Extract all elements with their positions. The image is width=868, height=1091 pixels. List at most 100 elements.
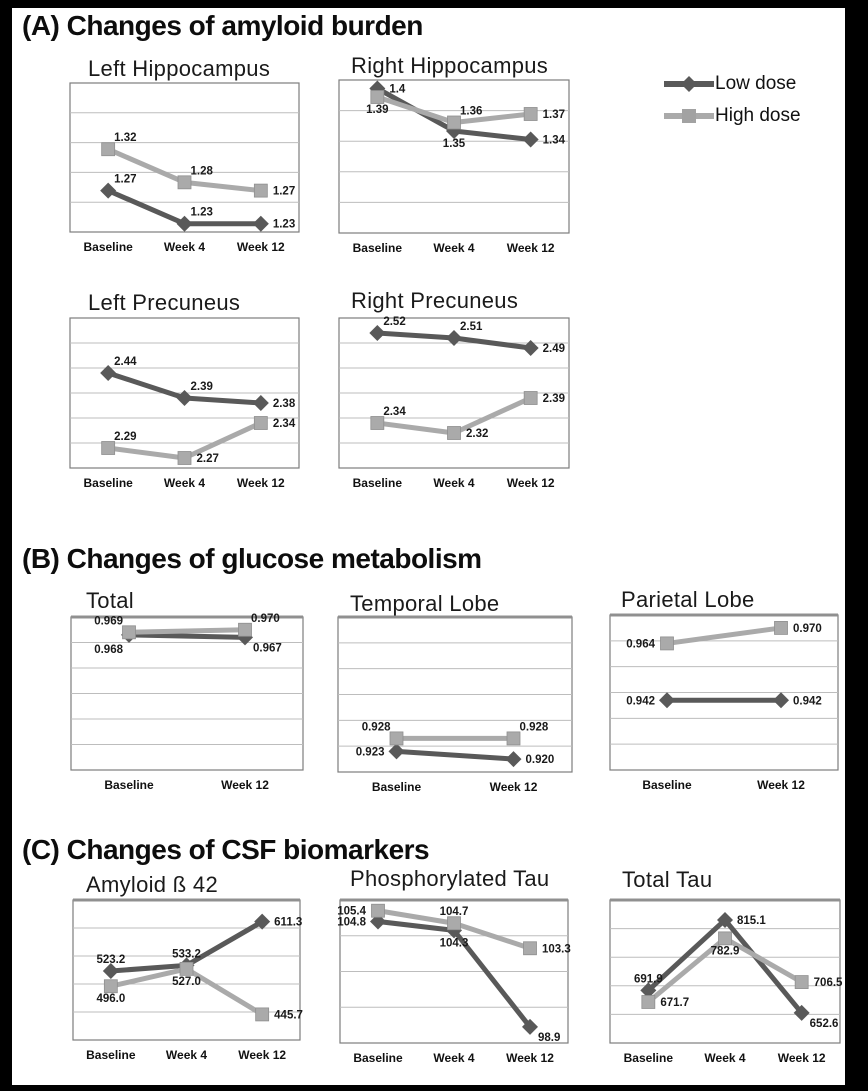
svg-text:2.32: 2.32 — [466, 428, 488, 440]
svg-text:1.27: 1.27 — [114, 174, 136, 186]
svg-text:2.34: 2.34 — [273, 418, 296, 430]
chart-temporal_lobe: 0.923 0.920 0.928 0.928 Baseline Week 12 — [337, 615, 573, 794]
svg-text:523.2: 523.2 — [96, 954, 125, 966]
svg-text:104.3: 104.3 — [440, 937, 469, 949]
chart-right_precuneus: 2.52 2.51 2.49 2.34 2.32 2.39 Baseline Week 4 We… — [338, 316, 570, 490]
svg-text:2.51: 2.51 — [460, 321, 483, 333]
svg-text:Week 12: Week 12 — [507, 241, 555, 255]
svg-text:Week 12: Week 12 — [221, 778, 269, 792]
svg-text:2.27: 2.27 — [197, 453, 219, 465]
low-dose-line-marker-icon — [664, 76, 714, 92]
svg-text:2.49: 2.49 — [543, 343, 565, 355]
svg-text:2.52: 2.52 — [383, 316, 405, 328]
svg-text:Baseline: Baseline — [83, 476, 133, 490]
svg-text:105.4: 105.4 — [337, 906, 366, 918]
section-b-heading: (B) Changes of glucose metabolism — [22, 543, 482, 574]
chart-title-phosphorylated_tau: Phosphorylated Tau — [350, 866, 550, 891]
svg-text:445.7: 445.7 — [274, 1009, 303, 1021]
svg-text:496.0: 496.0 — [96, 993, 125, 1005]
svg-text:611.3: 611.3 — [274, 917, 302, 929]
svg-text:0.969: 0.969 — [94, 615, 123, 627]
legend-label-low-dose: Low dose — [715, 73, 797, 94]
svg-text:2.34: 2.34 — [383, 406, 406, 418]
svg-text:782.9: 782.9 — [711, 945, 740, 957]
svg-text:Week 4: Week 4 — [164, 476, 205, 490]
svg-text:Week 12: Week 12 — [490, 780, 538, 794]
svg-text:Baseline: Baseline — [372, 780, 422, 794]
chart-right_hippocampus: 1.4 1.35 1.34 1.39 1.36 1.37 Baseline Week 4 Wee… — [338, 79, 570, 255]
svg-text:Week 12: Week 12 — [237, 240, 285, 254]
chart-total_tau: 691.9 815.1 652.6 671.7 782.9 706.5 Baseline We… — [609, 898, 843, 1065]
svg-text:0.928: 0.928 — [362, 721, 391, 733]
svg-text:1.34: 1.34 — [543, 135, 566, 147]
svg-text:1.32: 1.32 — [114, 132, 136, 144]
svg-text:652.6: 652.6 — [810, 1018, 839, 1030]
chart-title-left_hippocampus: Left Hippocampus — [88, 56, 271, 81]
svg-text:0.942: 0.942 — [626, 695, 655, 707]
svg-text:104.7: 104.7 — [440, 906, 469, 918]
legend-label-high-dose: High dose — [715, 105, 801, 126]
svg-text:Week 12: Week 12 — [778, 1051, 826, 1065]
svg-text:1.4: 1.4 — [389, 84, 406, 96]
chart-parietal_lobe: 0.942 0.942 0.964 0.970 Baseline Week 12 — [609, 613, 839, 792]
svg-text:1.35: 1.35 — [443, 138, 466, 150]
chart-title-temporal_lobe: Temporal Lobe — [350, 591, 500, 616]
svg-text:Week 12: Week 12 — [237, 476, 285, 490]
chart-title-amyloid_b42: Amyloid ß 42 — [86, 872, 218, 897]
svg-text:Week 12: Week 12 — [506, 1051, 554, 1065]
svg-text:1.23: 1.23 — [191, 207, 213, 219]
svg-text:Week 12: Week 12 — [238, 1048, 286, 1062]
svg-text:527.0: 527.0 — [172, 976, 201, 988]
svg-text:Week 12: Week 12 — [507, 476, 555, 490]
chart-left_precuneus: 2.44 2.39 2.38 2.29 2.27 2.34 Baseline Week 4 We… — [69, 317, 300, 490]
svg-text:1.27: 1.27 — [273, 186, 295, 198]
svg-text:Baseline: Baseline — [104, 778, 154, 792]
svg-text:Baseline: Baseline — [642, 778, 692, 792]
svg-text:1.28: 1.28 — [191, 165, 214, 177]
svg-text:1.39: 1.39 — [366, 104, 388, 116]
svg-text:0.964: 0.964 — [626, 638, 655, 650]
svg-text:0.928: 0.928 — [520, 721, 549, 733]
svg-text:Baseline: Baseline — [353, 476, 403, 490]
svg-text:0.942: 0.942 — [793, 695, 822, 707]
svg-text:0.970: 0.970 — [793, 623, 822, 635]
svg-text:0.920: 0.920 — [526, 754, 555, 766]
svg-text:Week 4: Week 4 — [166, 1048, 207, 1062]
svg-text:Week 12: Week 12 — [757, 778, 805, 792]
chart-legend: Low dose High dose — [663, 70, 801, 134]
svg-text:533.2: 533.2 — [172, 948, 201, 960]
legend-item-low-dose: Low dose — [663, 70, 801, 98]
svg-text:103.3: 103.3 — [542, 943, 571, 955]
chart-title-right_hippocampus: Right Hippocampus — [351, 53, 549, 78]
svg-text:Week 4: Week 4 — [164, 240, 205, 254]
svg-text:815.1: 815.1 — [737, 915, 766, 927]
svg-text:0.968: 0.968 — [94, 644, 123, 656]
legend-item-high-dose: High dose — [663, 102, 801, 130]
svg-text:1.36: 1.36 — [460, 106, 482, 118]
svg-text:Baseline: Baseline — [353, 1051, 403, 1065]
svg-text:Week 4: Week 4 — [704, 1051, 745, 1065]
section-c-heading: (C) Changes of CSF biomarkers — [22, 834, 430, 865]
svg-text:1.23: 1.23 — [273, 219, 295, 231]
svg-text:2.44: 2.44 — [114, 356, 137, 368]
chart-total_glucose: 0.968 0.967 0.969 0.970 Baseline Week 12 — [70, 613, 304, 792]
svg-text:2.39: 2.39 — [191, 381, 213, 393]
chart-title-parietal_lobe: Parietal Lobe — [621, 587, 755, 612]
svg-text:0.967: 0.967 — [253, 642, 282, 654]
chart-title-left_precuneus: Left Precuneus — [88, 290, 241, 315]
svg-text:Week 4: Week 4 — [433, 476, 474, 490]
svg-text:671.7: 671.7 — [660, 997, 689, 1009]
section-a-heading: (A) Changes of amyloid burden — [22, 10, 423, 41]
svg-text:0.923: 0.923 — [356, 746, 385, 758]
chart-title-right_precuneus: Right Precuneus — [351, 288, 519, 313]
chart-left_hippocampus: 1.27 1.23 1.23 1.32 1.28 1.27 Baseline Week 4 We… — [69, 82, 300, 254]
svg-text:Baseline: Baseline — [83, 240, 133, 254]
svg-text:2.38: 2.38 — [273, 398, 296, 410]
svg-text:1.37: 1.37 — [543, 109, 565, 121]
svg-text:Baseline: Baseline — [353, 241, 403, 255]
svg-text:Week 4: Week 4 — [433, 241, 474, 255]
svg-text:706.5: 706.5 — [814, 977, 843, 989]
chart-phosphorylated_tau: 104.8 104.3 98.9 105.4 104.7 103.3 Baseline Wee… — [337, 898, 571, 1065]
svg-text:691.9: 691.9 — [634, 973, 663, 985]
